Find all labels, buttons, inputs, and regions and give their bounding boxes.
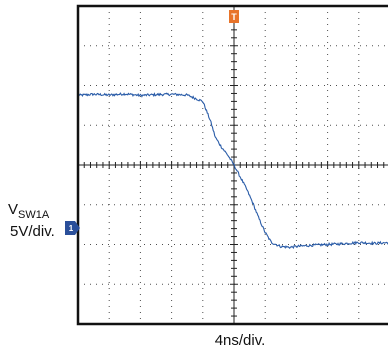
y-axis-label-subscript: SW1A: [18, 209, 50, 221]
trigger-marker: T: [229, 10, 239, 23]
channel-marker-shape: [65, 221, 80, 235]
trigger-marker-label: T: [231, 12, 237, 22]
voltage-trace: [77, 92, 388, 250]
plot-frame: [76, 4, 388, 326]
y-axis-scale-label: 5V/div.: [10, 223, 55, 240]
channel-marker: 1: [65, 221, 80, 235]
trigger-marker-box: [229, 10, 239, 23]
channel-marker-label: 1: [69, 224, 74, 233]
grid: [77, 5, 388, 325]
x-axis-scale-label: 4ns/div.: [214, 332, 266, 349]
y-axis-label-main: V: [8, 201, 18, 218]
y-axis-label: VSW1A: [8, 201, 50, 221]
